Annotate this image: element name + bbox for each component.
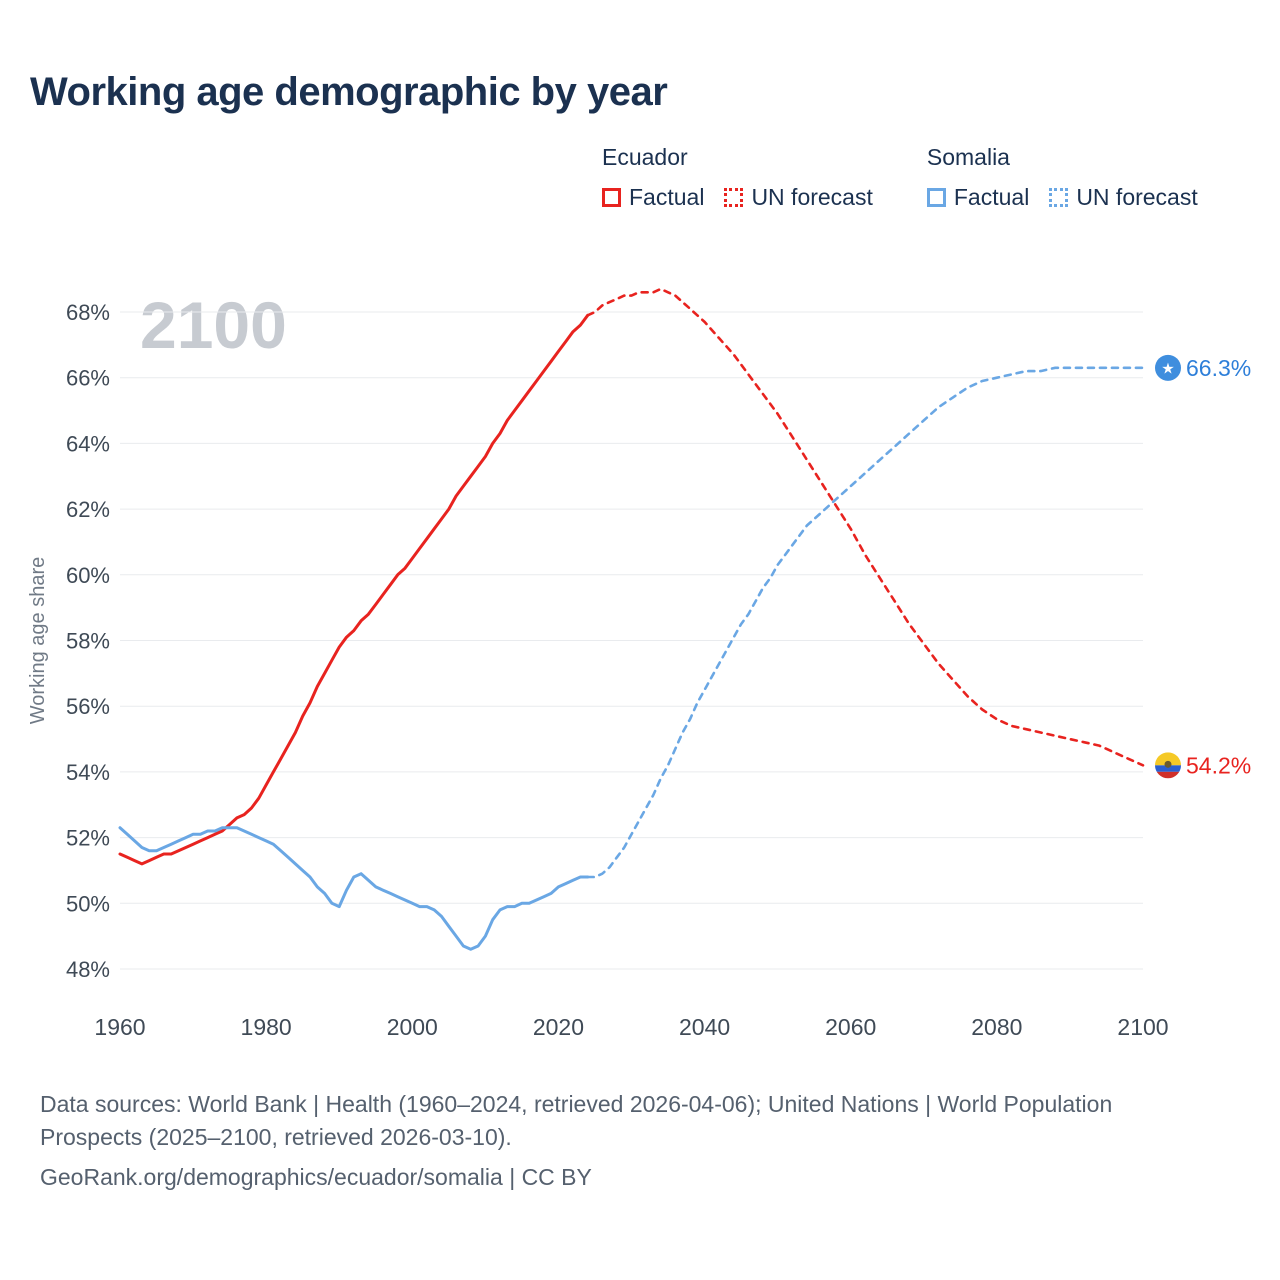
footer: Data sources: World Bank | Health (1960–…	[40, 1088, 1130, 1194]
watermark-year: 2100	[140, 288, 287, 362]
x-tick-label: 1960	[94, 1014, 145, 1040]
y-tick-label: 68%	[66, 300, 110, 325]
x-tick-label: 2000	[387, 1014, 438, 1040]
legend-swatch-solid-icon	[926, 188, 946, 207]
flag-somalia-icon: ★	[1155, 354, 1181, 381]
flag-ecuador-icon	[1155, 752, 1181, 779]
legend-item-somalia-forecast[interactable]: UN forecast	[1049, 184, 1198, 211]
legend-group-name-somalia: Somalia	[926, 144, 1010, 170]
x-tick-label: 2060	[825, 1014, 876, 1040]
x-tick-label: 1980	[241, 1014, 292, 1040]
x-tick-label: 2100	[1117, 1014, 1168, 1040]
series-path-somalia-un-forecast	[586, 366, 1145, 879]
y-tick-label: 62%	[66, 497, 110, 522]
x-tick-label: 2040	[679, 1014, 730, 1040]
y-tick-label: 64%	[66, 431, 110, 456]
y-tick-label: 52%	[66, 826, 110, 851]
legend-item-label: Factual	[953, 184, 1030, 210]
x-tick-label: 2020	[533, 1014, 584, 1040]
legend-group-somalia: Somalia Factual UN forecast	[926, 144, 1198, 211]
legend-item-ecuador-forecast[interactable]: UN forecast	[724, 184, 873, 211]
legend-item-label: UN forecast	[751, 184, 873, 210]
legend-swatch-dotted-icon	[1049, 188, 1069, 207]
legend-item-ecuador-factual[interactable]: Factual	[602, 184, 704, 211]
y-tick-label: 58%	[66, 629, 110, 654]
y-tick-label: 48%	[66, 957, 110, 982]
series-path-ecuador-factual	[118, 313, 590, 866]
y-tick-label: 66%	[66, 366, 110, 391]
svg-text:★: ★	[1161, 360, 1174, 377]
legend-swatch-dotted-icon	[724, 188, 744, 207]
series-path-ecuador-un-forecast	[586, 287, 1145, 767]
series-path-somalia-factual	[118, 826, 590, 951]
y-tick-label: 56%	[66, 694, 110, 719]
chart-svg: 2100 48% 50% 52% 54% 56% 58% 60% 62% 64% 66% 68% 196…	[27, 287, 1251, 1040]
legend-item-label: UN forecast	[1076, 184, 1198, 210]
y-axis-label: Working age share	[27, 557, 49, 725]
legend-item-label: Factual	[629, 184, 705, 210]
chart-area: 2100 48% 50% 52% 54% 56% 58% 60% 62% 64% 66% 68% 196…	[0, 230, 1280, 1060]
legend-items-ecuador: Factual UN forecast	[602, 184, 873, 211]
legend-group-name-ecuador: Ecuador	[602, 144, 688, 170]
y-tick-label: 50%	[66, 891, 110, 916]
page-title: Working age demographic by year	[30, 70, 668, 114]
legend-swatch-solid-icon	[602, 188, 621, 207]
y-tick-label: 60%	[66, 563, 110, 588]
legend-item-somalia-factual[interactable]: Factual	[926, 184, 1030, 211]
x-tick-label: 2080	[971, 1014, 1022, 1040]
legend: Ecuador Factual UN forecast Somalia Fact…	[602, 144, 1198, 211]
legend-items-somalia: Factual UN forecast	[926, 184, 1198, 211]
y-tick-label: 54%	[66, 760, 110, 785]
data-sources-text: Data sources: World Bank | Health (1960–…	[40, 1091, 1113, 1151]
end-value-label-somalia: 66.3%	[1186, 355, 1251, 381]
end-value-label-ecuador: 54.2%	[1186, 752, 1251, 778]
legend-group-ecuador: Ecuador Factual UN forecast	[602, 144, 873, 211]
attribution-link: GeoRank.org/demographics/ecuador/somalia…	[40, 1163, 592, 1190]
